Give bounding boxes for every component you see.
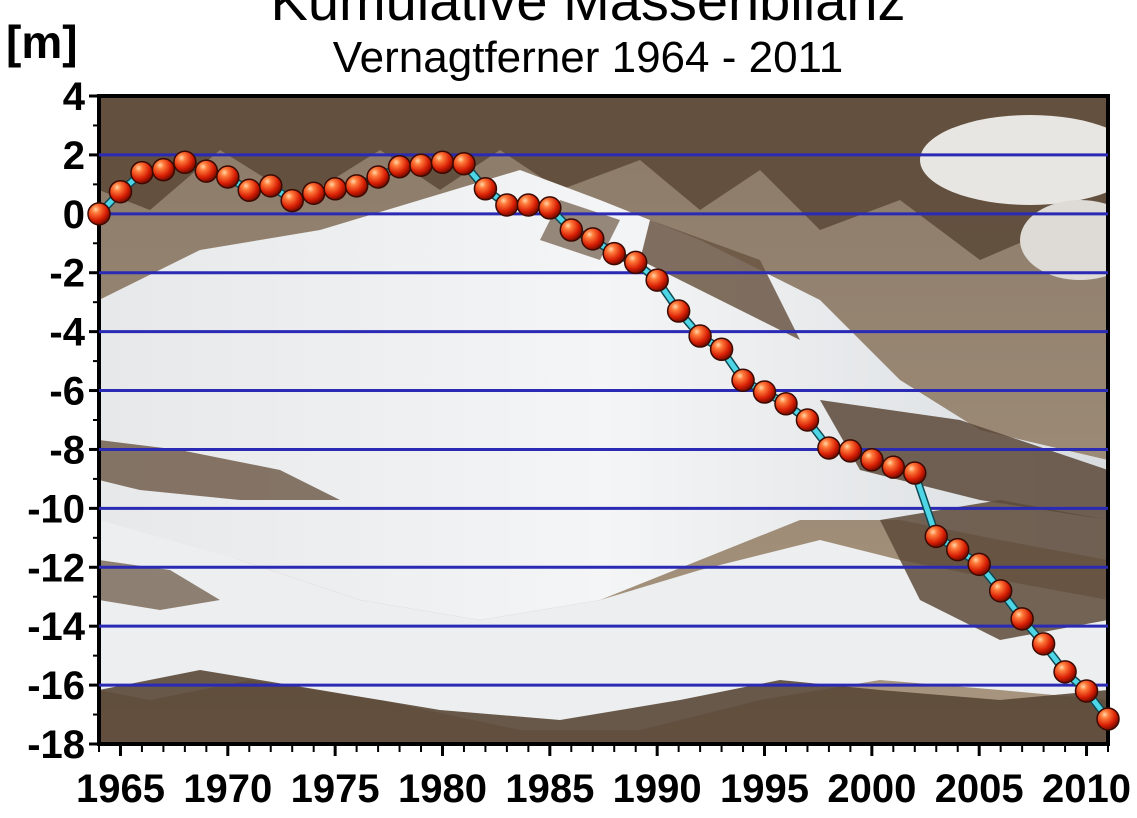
data-point bbox=[817, 436, 841, 460]
data-point bbox=[1010, 607, 1034, 631]
data-point bbox=[623, 250, 648, 275]
y-tick-label: -4 bbox=[49, 311, 85, 355]
x-tick-label: 1970 bbox=[183, 767, 272, 811]
data-point bbox=[1074, 679, 1099, 703]
data-point bbox=[108, 179, 133, 204]
data-point bbox=[237, 178, 262, 203]
chart-title: Kumulative Massenbilanz bbox=[271, 0, 906, 32]
data-point bbox=[709, 337, 734, 362]
data-point bbox=[924, 524, 949, 549]
data-point bbox=[538, 196, 562, 220]
y-tick-label: -14 bbox=[27, 605, 86, 649]
data-point bbox=[602, 241, 626, 266]
data-point bbox=[516, 193, 541, 217]
data-point bbox=[666, 299, 691, 323]
y-tick-label: 2 bbox=[63, 134, 85, 178]
grid-lines bbox=[99, 153, 1108, 687]
y-axis-label: [m] bbox=[6, 16, 78, 68]
data-point bbox=[280, 188, 304, 213]
data-point bbox=[581, 227, 605, 251]
data-point bbox=[645, 268, 669, 292]
y-tick-label: -16 bbox=[27, 664, 85, 708]
data-point bbox=[452, 151, 476, 176]
data-point bbox=[344, 174, 369, 198]
y-tick-label: 0 bbox=[63, 193, 85, 237]
data-point bbox=[258, 174, 283, 198]
data-point bbox=[559, 218, 584, 242]
y-tick-label: -18 bbox=[27, 723, 85, 767]
data-point bbox=[473, 177, 498, 201]
data-point bbox=[430, 150, 455, 175]
chart-subtitle: Vernagtferner 1964 - 2011 bbox=[333, 33, 843, 82]
data-point bbox=[945, 537, 970, 562]
series-cumulative-mass-balance bbox=[87, 150, 1120, 731]
x-tick-label: 1975 bbox=[291, 767, 380, 811]
data-point bbox=[173, 150, 197, 175]
y-tick-label: -8 bbox=[49, 428, 85, 472]
data-point bbox=[130, 160, 154, 185]
x-tick-label: 1980 bbox=[398, 767, 487, 811]
data-point bbox=[87, 202, 111, 226]
data-point bbox=[795, 408, 820, 432]
x-tick-label: 2005 bbox=[935, 767, 1024, 811]
data-point bbox=[409, 153, 433, 177]
data-point bbox=[495, 193, 519, 217]
x-tick-label: 1985 bbox=[505, 767, 594, 811]
data-point bbox=[903, 461, 927, 485]
y-tick-label: -12 bbox=[27, 546, 85, 590]
data-point bbox=[988, 579, 1013, 603]
data-point bbox=[1031, 632, 1056, 656]
x-tick-label: 1965 bbox=[76, 767, 165, 811]
x-tick-label: 1995 bbox=[720, 767, 809, 811]
y-tick-label: -2 bbox=[49, 252, 85, 296]
data-point bbox=[838, 439, 863, 463]
x-tick-label: 2010 bbox=[1042, 767, 1131, 811]
data-point bbox=[774, 392, 798, 416]
data-point bbox=[752, 380, 777, 404]
data-point bbox=[731, 368, 755, 392]
data-point bbox=[301, 181, 326, 205]
y-tick-label: -10 bbox=[27, 487, 85, 531]
data-point bbox=[881, 455, 906, 479]
x-tick-label: 2000 bbox=[827, 767, 916, 811]
data-point bbox=[860, 448, 884, 472]
data-point bbox=[688, 324, 712, 348]
data-point bbox=[1053, 660, 1077, 684]
data-point bbox=[366, 165, 390, 189]
data-point bbox=[151, 157, 176, 182]
x-tick-label: 1990 bbox=[613, 767, 702, 811]
data-point bbox=[387, 154, 412, 179]
data-point bbox=[216, 165, 240, 189]
y-tick-label: -6 bbox=[49, 370, 85, 414]
y-tick-label: 4 bbox=[63, 75, 86, 119]
data-point bbox=[194, 159, 219, 183]
data-point bbox=[967, 552, 991, 577]
data-point bbox=[1096, 707, 1120, 731]
data-point bbox=[323, 177, 347, 201]
